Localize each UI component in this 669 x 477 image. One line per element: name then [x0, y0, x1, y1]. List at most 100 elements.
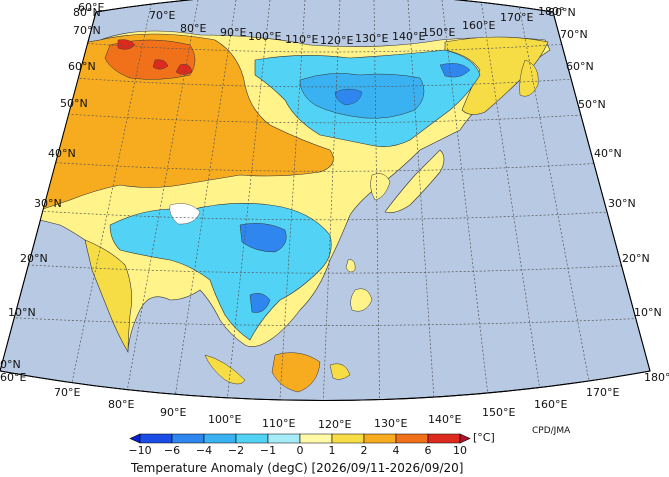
lon-label-top-130: 130°E [355, 32, 388, 45]
colorbar-bin [139, 433, 173, 444]
korean-peninsula [370, 173, 391, 201]
lat-label-right-30: 30°N [608, 197, 636, 210]
sulawesi [329, 363, 351, 380]
colorbar-tick-label: −4 [196, 444, 212, 457]
philippines [345, 259, 373, 312]
colorbar-tick-label: 2 [361, 444, 368, 457]
lon-label-bottom-120: 120°E [318, 418, 351, 431]
cold-core-south [239, 223, 287, 313]
lon-label-top-80: 80°E [180, 22, 206, 35]
lon-label-top-110: 110°E [285, 33, 318, 46]
meridian-line [119, 0, 199, 401]
parallel-line [0, 315, 650, 326]
kamchatka [519, 59, 539, 97]
lon-label-bottom-160: 160°E [534, 398, 567, 411]
lon-label-bottom-180: 180° [644, 371, 669, 384]
colorbar-bin [235, 433, 269, 444]
lat-label-right-10: 10°N [634, 306, 662, 319]
colorbar-bin [395, 433, 429, 444]
colorbar-tick-label: −2 [228, 444, 244, 457]
colorbar-tick-label: 0 [297, 444, 304, 457]
lon-label-bottom-60: 60°E [0, 371, 26, 384]
colorbar-tick-label: 1 [329, 444, 336, 457]
colorbar-tick-label: 6 [425, 444, 432, 457]
lat-label-left-40: 40°N [48, 147, 76, 160]
colorbar-bin [331, 433, 365, 444]
lat-label-right-70: 70°N [560, 28, 588, 41]
lon-label-bottom-130: 130°E [374, 417, 407, 430]
colorbar-bin [267, 433, 301, 444]
lat-label-left-30: 30°N [34, 197, 62, 210]
lon-labels-top: 60°E 70°E 80°E 90°E 100°E 110°E 120°E 13… [78, 1, 565, 47]
colorbar-bin [171, 433, 205, 444]
lon-label-bottom-110: 110°E [262, 417, 295, 430]
parallel-line [0, 156, 650, 172]
colorbar-tick-label: −6 [164, 444, 180, 457]
lat-label-right-40: 40°N [594, 147, 622, 160]
meridian-line [223, 0, 271, 401]
lon-label-top-90: 90°E [220, 26, 246, 39]
lon-label-bottom-80: 80°E [108, 398, 134, 411]
colorbar-bin [427, 433, 461, 444]
sumatra [204, 354, 246, 385]
lon-label-bottom-100: 100°E [208, 413, 241, 426]
lon-labels-bottom: 60°E 70°E 80°E 90°E 100°E 110°E 120°E 13… [0, 371, 669, 431]
colorbar-bin [363, 433, 397, 444]
lon-label-bottom-150: 150°E [482, 406, 515, 419]
map-title: Temperature Anomaly (degC) [2026/09/11-2… [130, 461, 463, 475]
parallel-line [0, 261, 650, 274]
lat-labels-left: 0°N 10°N 20°N 30°N 40°N 50°N 60°N 70°N 8… [0, 6, 101, 371]
colorbar-unit: [°C] [473, 431, 495, 444]
colorbar: −10 −6 −4 −2 −1 0 1 2 4 6 10 [128, 433, 471, 457]
colorbar-tick-label: 4 [393, 444, 400, 457]
meridian-line [169, 0, 237, 401]
lon-label-top-120: 120°E [320, 34, 353, 47]
lat-label-left-60: 60°N [68, 60, 96, 73]
parallel-line [0, 33, 650, 53]
lat-label-left-0: 0°N [0, 358, 21, 371]
credit-label: CPD/JMA [532, 426, 571, 436]
lat-label-left-20: 20°N [20, 252, 48, 265]
lon-label-top-180: 180° [538, 5, 565, 18]
colorbar-tick-label: 10 [453, 444, 467, 457]
colorbar-tick-label: −10 [128, 444, 151, 457]
meridian-line [61, 0, 153, 401]
lat-label-right-20: 20°N [622, 252, 650, 265]
japan-islands [384, 149, 445, 213]
lat-label-right-60: 60°N [566, 60, 594, 73]
colorbar-bin [203, 433, 237, 444]
parallel-line [0, 69, 650, 88]
graticule [0, 0, 650, 401]
meridian-line [480, 0, 547, 401]
colorbar-tick-label: −1 [260, 444, 276, 457]
lat-label-right-50: 50°N [578, 98, 606, 111]
lat-label-right-80: 80°N [548, 6, 576, 19]
lon-label-top-170: 170°E [500, 11, 533, 24]
lon-label-bottom-170: 170°E [586, 386, 619, 399]
lon-label-top-70: 70°E [149, 9, 175, 22]
lat-label-left-70: 70°N [73, 24, 101, 37]
colorbar-bin [459, 433, 471, 444]
lon-label-bottom-90: 90°E [160, 406, 186, 419]
lon-label-bottom-140: 140°E [428, 413, 461, 426]
parallel-line [0, 106, 650, 124]
cold-core-north [299, 73, 425, 119]
meridian-line [441, 0, 493, 401]
lat-label-left-80: 80°N [73, 6, 101, 19]
lon-label-top-150: 150°E [422, 26, 455, 39]
neutral-tibet [169, 203, 201, 225]
lat-label-left-10: 10°N [8, 306, 36, 319]
hot-spot-northwest [117, 39, 193, 75]
lon-label-top-160: 160°E [462, 19, 495, 32]
colorbar-bin [299, 433, 333, 444]
hot-spot-west-russia [104, 39, 196, 80]
lon-label-bottom-70: 70°E [54, 386, 80, 399]
lat-labels-right: 80°N 70°N 60°N 50°N 40°N 30°N 20°N 10°N [548, 6, 662, 319]
colorbar-bin [129, 433, 141, 444]
borneo [271, 352, 321, 393]
lat-label-left-50: 50°N [60, 97, 88, 110]
lon-label-top-60: 60°E [78, 1, 104, 14]
cold-core-deep [334, 63, 471, 106]
lon-label-top-140: 140°E [392, 30, 425, 43]
